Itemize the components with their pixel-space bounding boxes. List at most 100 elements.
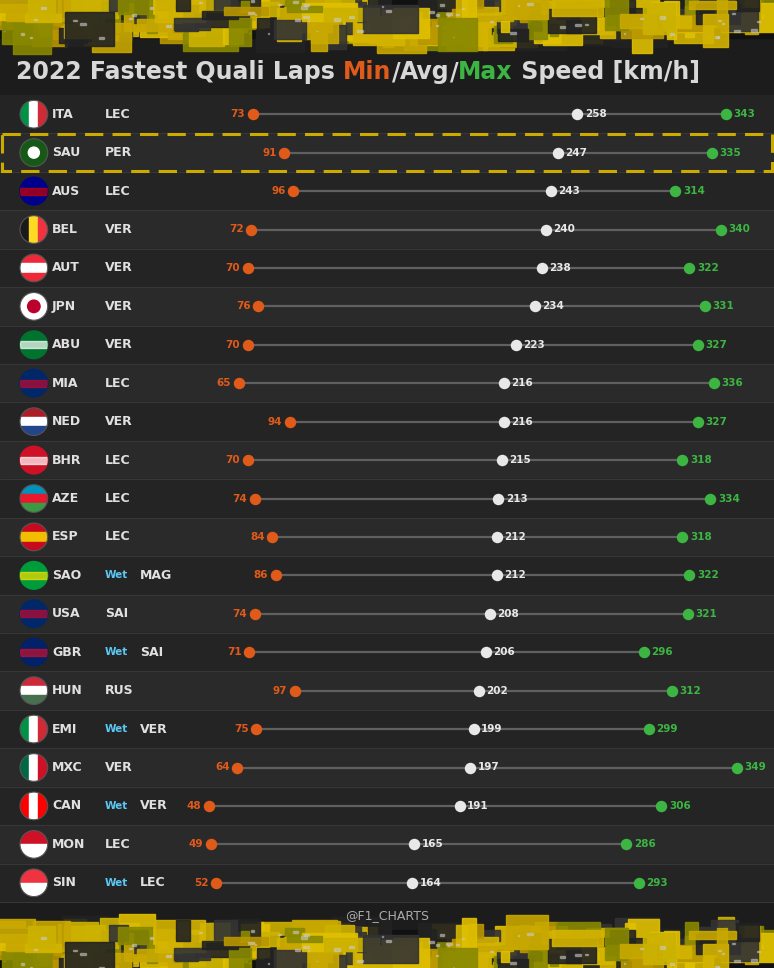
Text: VER: VER <box>105 261 133 275</box>
Bar <box>418 0 467 11</box>
Bar <box>334 18 340 20</box>
Bar <box>656 936 666 967</box>
Bar <box>311 954 327 968</box>
Text: USA: USA <box>52 607 80 620</box>
Bar <box>491 26 533 35</box>
Bar <box>575 24 581 26</box>
Bar <box>605 0 628 30</box>
Bar <box>440 5 444 7</box>
Bar <box>693 15 714 27</box>
Bar <box>349 15 354 18</box>
Bar <box>543 941 582 968</box>
Bar <box>334 949 340 951</box>
Bar <box>353 953 404 968</box>
Bar <box>632 21 652 53</box>
Bar <box>695 927 723 945</box>
Text: EMI: EMI <box>52 722 77 736</box>
Bar <box>514 933 564 948</box>
Bar <box>393 953 404 968</box>
Bar <box>715 36 719 38</box>
Bar <box>287 6 322 12</box>
Bar <box>498 959 528 968</box>
Bar <box>325 945 371 968</box>
Bar <box>464 14 519 46</box>
Bar <box>438 963 471 968</box>
Text: LEC: LEC <box>105 492 131 505</box>
Bar <box>124 3 132 31</box>
Text: 349: 349 <box>745 763 766 772</box>
Bar <box>510 962 515 964</box>
Bar <box>20 254 48 263</box>
Bar <box>349 946 354 948</box>
Bar <box>29 792 39 820</box>
Bar <box>176 0 190 12</box>
Bar <box>468 947 513 952</box>
Bar <box>174 949 210 960</box>
Bar <box>229 17 251 45</box>
Bar <box>428 21 469 31</box>
Text: 70: 70 <box>225 340 240 349</box>
Bar <box>29 715 39 742</box>
Bar <box>581 940 614 964</box>
Bar <box>358 960 362 962</box>
Bar <box>59 958 87 968</box>
Text: 223: 223 <box>523 340 545 349</box>
Bar <box>587 0 625 17</box>
Text: 216: 216 <box>511 378 533 388</box>
Bar <box>418 19 441 45</box>
Text: 52: 52 <box>194 878 208 888</box>
Text: 212: 212 <box>504 532 526 542</box>
Bar <box>383 21 392 47</box>
Text: 336: 336 <box>721 378 743 388</box>
Text: @F1_CHARTS: @F1_CHARTS <box>345 910 429 923</box>
Bar <box>105 2 145 23</box>
Text: 314: 314 <box>683 186 705 197</box>
Bar <box>691 22 741 27</box>
Text: 215: 215 <box>509 455 531 465</box>
Bar <box>191 948 205 966</box>
Bar <box>65 942 114 968</box>
Bar <box>483 951 514 968</box>
Bar <box>358 932 366 953</box>
Bar <box>257 18 280 50</box>
Bar <box>94 928 122 953</box>
Bar <box>293 0 340 21</box>
Text: Speed [km/h]: Speed [km/h] <box>513 60 700 84</box>
Circle shape <box>20 138 48 166</box>
Bar <box>65 12 114 45</box>
Bar <box>517 20 567 50</box>
Bar <box>617 22 665 38</box>
Bar <box>101 0 115 8</box>
Bar <box>0 672 774 710</box>
Bar <box>105 932 145 953</box>
Bar <box>651 15 703 31</box>
Bar <box>612 953 667 968</box>
Bar <box>717 927 727 957</box>
Bar <box>287 936 322 942</box>
Text: PER: PER <box>105 146 132 159</box>
Text: GBR: GBR <box>52 646 81 658</box>
Bar <box>686 6 694 37</box>
Bar <box>488 29 542 36</box>
Bar <box>334 927 377 940</box>
Bar <box>20 869 48 883</box>
Bar <box>715 5 735 26</box>
Bar <box>341 11 374 41</box>
Bar <box>149 7 153 9</box>
Bar <box>667 945 676 968</box>
Bar <box>715 935 735 955</box>
Text: 164: 164 <box>420 878 442 888</box>
Bar <box>33 922 70 952</box>
Bar <box>582 20 636 32</box>
Text: 2022 Fastest Quali Laps: 2022 Fastest Quali Laps <box>16 60 343 84</box>
Bar <box>20 754 29 781</box>
Bar <box>190 945 224 968</box>
Bar <box>429 941 434 943</box>
Bar <box>418 950 441 968</box>
Bar <box>251 0 255 2</box>
Bar <box>20 541 48 551</box>
Bar <box>194 943 249 956</box>
Bar <box>718 0 734 14</box>
Bar <box>20 686 48 695</box>
Bar <box>175 935 198 961</box>
